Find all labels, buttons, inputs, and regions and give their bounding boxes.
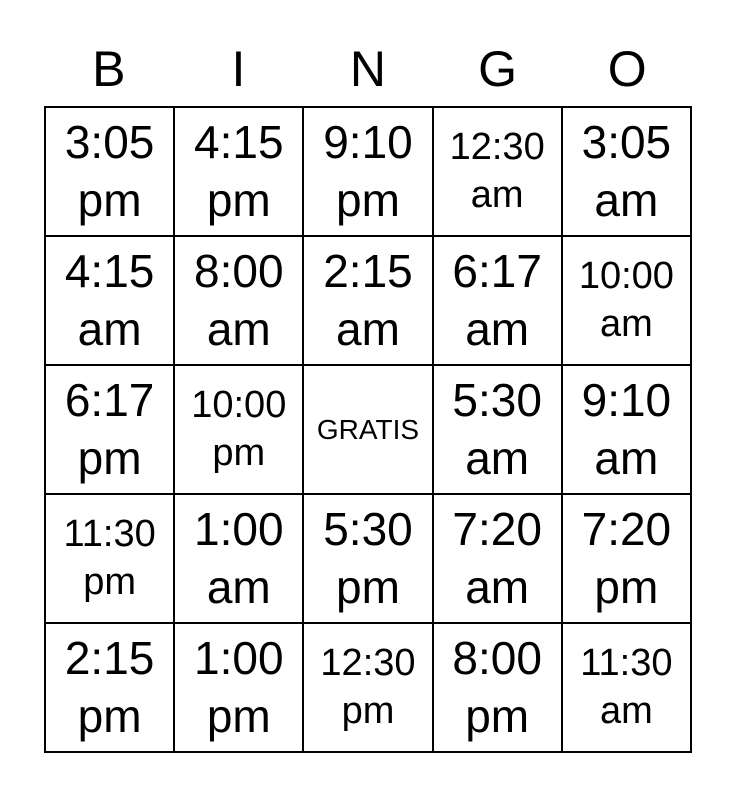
cell-time: 3:05: [581, 115, 672, 168]
cell-time: 6:17: [64, 373, 155, 426]
cell-period: am: [599, 302, 653, 345]
cell-period: am: [599, 689, 653, 732]
cell-period: pm: [341, 689, 395, 732]
bingo-cell[interactable]: 6:17 pm: [43, 364, 176, 495]
cell-time: 4:15: [194, 115, 284, 168]
cell-period: pm: [336, 173, 400, 226]
cell-period: am: [465, 560, 530, 613]
cell-period: am: [206, 560, 271, 613]
cell-period: pm: [465, 689, 530, 742]
cell-period: am: [465, 302, 530, 355]
cell-time: 12:30: [320, 641, 416, 684]
bingo-cell[interactable]: 10:00 pm: [173, 364, 305, 495]
bingo-cell[interactable]: 12:30 am: [431, 106, 563, 237]
cell-time: 11:30: [63, 512, 156, 555]
cell-time: 2:15: [323, 244, 413, 297]
bingo-cell[interactable]: 3:05 pm: [43, 106, 176, 237]
cell-period: am: [594, 431, 659, 484]
bingo-cell[interactable]: 9:10 pm: [302, 106, 434, 237]
bingo-cell[interactable]: 1:00 pm: [173, 622, 305, 753]
cell-time: 6:17: [452, 244, 542, 297]
cell-period: am: [594, 173, 659, 226]
cell-period: pm: [77, 689, 142, 742]
cell-time: 3:05: [64, 115, 155, 168]
bingo-cell[interactable]: 11:30 am: [560, 622, 693, 753]
header-letter-n: N: [349, 41, 387, 97]
cell-time: 7:20: [452, 502, 542, 555]
cell-period: pm: [83, 560, 136, 603]
bingo-cell[interactable]: 5:30 pm: [302, 493, 434, 624]
free-space-label: GRATIS: [316, 413, 420, 445]
cell-period: am: [465, 431, 530, 484]
header-letter-b: B: [92, 41, 126, 97]
bingo-cell[interactable]: 3:05 am: [560, 106, 693, 237]
bingo-cell[interactable]: 7:20 pm: [560, 493, 693, 624]
bingo-cell[interactable]: 11:30 pm: [43, 493, 176, 624]
cell-time: 2:15: [64, 631, 155, 684]
bingo-cell[interactable]: 4:15 pm: [173, 106, 305, 237]
cell-time: 12:30: [449, 125, 545, 168]
cell-time: 11:30: [580, 641, 673, 684]
bingo-cell[interactable]: 2:15 am: [302, 235, 434, 366]
cell-period: pm: [206, 173, 271, 226]
bingo-cell[interactable]: 4:15 am: [43, 235, 176, 366]
cell-time: 10:00: [578, 254, 674, 297]
bingo-cell[interactable]: 8:00 am: [173, 235, 305, 366]
header-letter-o: O: [607, 41, 647, 97]
bingo-cell[interactable]: 6:17 am: [431, 235, 563, 366]
bingo-cell[interactable]: 2:15 pm: [43, 622, 176, 753]
cell-period: am: [77, 302, 142, 355]
cell-time: 9:10: [323, 115, 413, 168]
cell-period: pm: [336, 560, 400, 613]
header-letter-i: I: [231, 41, 246, 97]
cell-period: am: [206, 302, 271, 355]
cell-time: 7:20: [581, 502, 672, 555]
cell-period: am: [336, 302, 400, 355]
card-row: 4:15 am 8:00 am 2:15 am 6:17 am 10:00 am: [43, 235, 693, 366]
cell-time: 5:30: [452, 373, 542, 426]
cell-period: pm: [594, 560, 659, 613]
header-letter-g: G: [478, 41, 518, 97]
cell-time: 10:00: [191, 383, 287, 426]
bingo-cell[interactable]: 10:00 am: [560, 235, 693, 366]
cell-period: pm: [77, 173, 142, 226]
bingo-card-grid: 3:05 pm 4:15 pm 9:10 pm 12:30 am 3:05 am: [43, 106, 693, 753]
card-row: 3:05 pm 4:15 pm 9:10 pm 12:30 am 3:05 am: [43, 106, 693, 237]
bingo-cell[interactable]: 7:20 am: [431, 493, 563, 624]
cell-time: 8:00: [194, 244, 284, 297]
bingo-header: B I N G O: [44, 40, 692, 98]
card-row: 6:17 pm 10:00 pm GRATIS 5:30 am 9:10 am: [43, 364, 693, 495]
cell-period: pm: [212, 431, 266, 474]
bingo-cell-free-space[interactable]: GRATIS: [302, 364, 434, 495]
bingo-cell[interactable]: 5:30 am: [431, 364, 563, 495]
cell-period: pm: [206, 689, 271, 742]
cell-time: 1:00: [194, 631, 284, 684]
card-row: 11:30 pm 1:00 am 5:30 pm 7:20 am 7:20 pm: [43, 493, 693, 624]
bingo-cell[interactable]: 1:00 am: [173, 493, 305, 624]
cell-time: 9:10: [581, 373, 672, 426]
cell-time: 1:00: [194, 502, 284, 555]
bingo-cell[interactable]: 8:00 pm: [431, 622, 563, 753]
card-row: 2:15 pm 1:00 pm 12:30 pm 8:00 pm 11:30 a…: [43, 622, 693, 753]
cell-period: am: [470, 173, 524, 216]
bingo-cell[interactable]: 12:30 pm: [302, 622, 434, 753]
cell-period: pm: [77, 431, 142, 484]
cell-time: 8:00: [452, 631, 542, 684]
cell-time: 4:15: [64, 244, 155, 297]
cell-time: 5:30: [323, 502, 413, 555]
bingo-cell[interactable]: 9:10 am: [560, 364, 693, 495]
